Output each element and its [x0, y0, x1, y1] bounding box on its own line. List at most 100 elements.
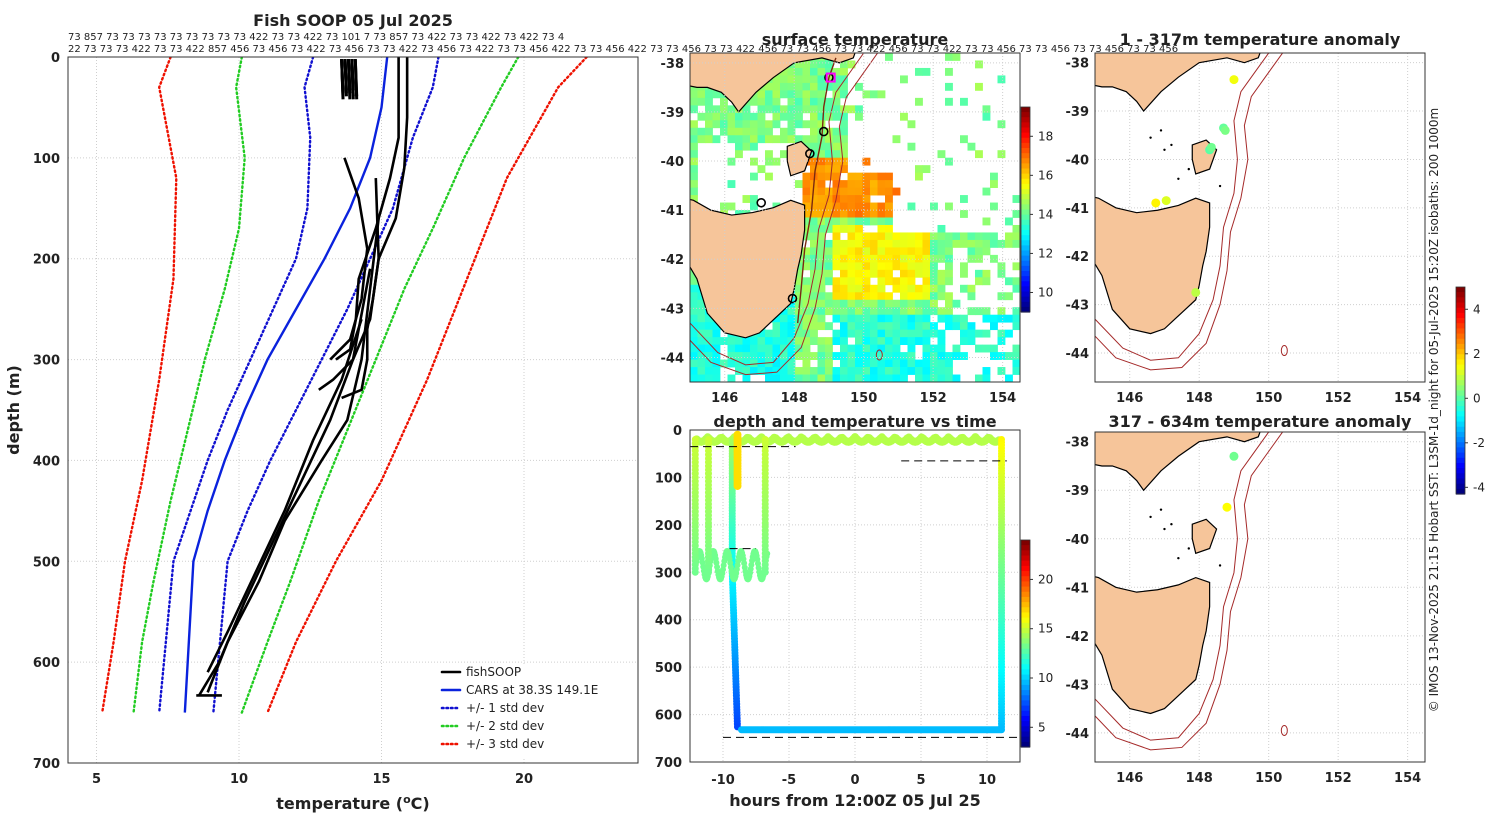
dt-colorbar-step: [1021, 627, 1030, 634]
a1-anomaly-point: [1229, 75, 1239, 85]
sst-cell: [892, 329, 901, 338]
sst-cell: [960, 239, 968, 248]
profile-fishsoop-surface-mark: [340, 58, 345, 94]
sst-colorbar-step: [1021, 112, 1030, 118]
dt-xtick-label: 0: [850, 773, 859, 788]
sst-cell: [915, 299, 923, 308]
sst-cell: [997, 269, 1006, 278]
sst-cell: [787, 75, 796, 84]
sst-cell: [690, 314, 698, 323]
sst-colorbar-step: [1021, 245, 1030, 252]
sst-cell: [802, 322, 811, 331]
sst-cell: [990, 202, 998, 211]
dt-ascent-point: [998, 726, 1006, 734]
sst-cell: [690, 299, 698, 308]
dt-colorbar-step: [1021, 633, 1030, 639]
sst-cell: [735, 135, 743, 144]
sst-cell: [870, 247, 878, 256]
profile-xtick-label: 20: [515, 772, 533, 787]
profile-fishsoop-surface-mark: [343, 58, 348, 91]
sst-cell: [832, 165, 841, 174]
sst-cell: [705, 105, 713, 114]
sst-cell: [825, 135, 833, 144]
sst-cell: [840, 157, 848, 166]
sst-cell: [825, 269, 833, 278]
sst-cell: [990, 344, 998, 353]
sst-cell: [930, 352, 938, 360]
sst-cell: [840, 322, 848, 331]
dt-colorbar-step: [1021, 622, 1030, 629]
sst-cell: [840, 367, 848, 375]
sst-cell: [1005, 277, 1013, 286]
sst-cell: [915, 367, 923, 375]
profile-legend: fishSOOP CARS at 38.3S 149.1E +/- 1 std de…: [438, 664, 628, 758]
sst-cell: [810, 82, 818, 91]
anomaly-colorbar-step: [1456, 364, 1465, 371]
sst-cell: [922, 254, 931, 263]
sst-cell: [765, 150, 773, 159]
dt-descent-point: [704, 568, 712, 576]
profile-std1-left-line: [157, 57, 315, 714]
sst-colorbar-step: [1021, 117, 1030, 123]
depth-time-series: [690, 430, 1020, 738]
anomaly-colorbar-step: [1456, 483, 1465, 490]
sst-cell: [945, 299, 953, 308]
sst-cell: [720, 97, 728, 106]
sst-cell: [930, 247, 938, 256]
sst-cell: [892, 239, 901, 248]
anomaly-colorbar-step: [1456, 287, 1465, 293]
sst-cell: [757, 344, 766, 353]
sst-cell: [817, 247, 826, 256]
sst-cell: [877, 232, 886, 241]
sst-colorbar-step: [1021, 271, 1030, 277]
dt-ytick-label: 600: [655, 709, 682, 724]
sst-cell: [727, 359, 736, 368]
anomaly-upper-panel: 1 - 317m temperature anomaly 146 148 150 15…: [1066, 30, 1485, 495]
sst-cell: [832, 299, 841, 308]
dt-colorbar-label: 20: [1038, 572, 1053, 586]
sst-cell: [952, 53, 961, 61]
sst-cell: [975, 374, 983, 382]
sst-cell: [720, 202, 728, 211]
a1-xtick-label: 146: [1116, 391, 1143, 406]
sst-colorbar-step: [1021, 260, 1030, 267]
anomaly-lower-panel: 317 - 634m temperature anomaly 146 148 150…: [1066, 412, 1426, 786]
sst-cell: [892, 367, 901, 375]
sst-cell: [945, 247, 953, 256]
sst-cell: [870, 90, 878, 99]
sst-cell: [907, 307, 916, 316]
dt-colorbar-step: [1021, 545, 1030, 551]
dt-xtick-label: -10: [711, 773, 735, 788]
sst-cell: [870, 359, 878, 368]
sst-cell: [802, 82, 811, 91]
sst-colorbar-step: [1021, 142, 1030, 149]
sst-cell: [982, 307, 991, 316]
sst-cell: [922, 292, 931, 301]
sst-cell: [810, 224, 818, 233]
sst-cell: [690, 187, 698, 196]
sst-cell: [780, 127, 788, 136]
sst-cell: [825, 344, 833, 353]
sst-cell: [832, 127, 841, 136]
sst-cell: [817, 180, 826, 188]
sst-cell: [795, 60, 803, 69]
dt-ytick-label: 300: [655, 566, 682, 581]
sst-cell: [870, 352, 878, 360]
sst-cell: [930, 292, 938, 301]
sst-cell: [802, 90, 811, 99]
sst-cell: [690, 157, 698, 166]
sst-cell: [802, 105, 811, 114]
sst-cell: [802, 284, 811, 293]
sst-cell: [855, 187, 863, 196]
profile-ytick-label: 300: [33, 354, 60, 369]
sst-cell: [885, 337, 893, 346]
sst-cell: [855, 262, 863, 271]
sst-cell: [810, 232, 818, 241]
sst-cell: [907, 142, 916, 151]
sst-cell: [840, 60, 848, 69]
sst-cell: [697, 135, 706, 144]
sst-cell: [930, 322, 938, 331]
sst-cell: [945, 82, 953, 91]
sst-cell: [840, 210, 848, 218]
